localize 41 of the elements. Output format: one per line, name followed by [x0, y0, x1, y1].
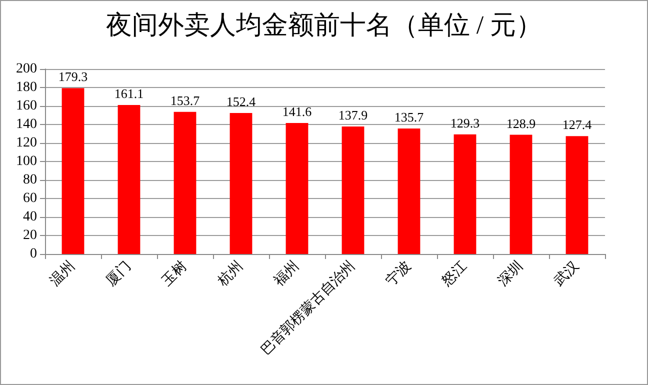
chart-title: 夜间外卖人均金额前十名（单位 / 元）	[106, 10, 542, 40]
x-tick-label: 福州	[271, 258, 302, 290]
bar	[118, 104, 140, 254]
y-tick-label: 60	[23, 191, 37, 206]
x-tick-label: 玉树	[159, 258, 190, 290]
data-label: 153.7	[170, 92, 200, 108]
y-tick-label: 160	[16, 98, 37, 114]
y-tick-label: 120	[16, 136, 37, 150]
data-label: 128.9	[506, 116, 536, 131]
bar	[510, 134, 532, 254]
data-label: 152.4	[226, 94, 256, 110]
x-tick-label: 武汉	[551, 258, 582, 290]
x-tick-label: 厦门	[103, 258, 134, 290]
y-tick-label: 100	[16, 154, 37, 169]
y-tick-label: 20	[23, 228, 37, 243]
x-tick-label: 温州	[47, 258, 78, 290]
data-label: 137.9	[338, 107, 368, 122]
y-tick-label: 200	[16, 62, 37, 76]
y-tick-label: 180	[16, 80, 37, 95]
bar	[62, 88, 84, 254]
bar	[342, 126, 364, 254]
data-label: 129.3	[450, 115, 480, 130]
data-label: 161.1	[114, 86, 144, 101]
data-label: 179.3	[58, 69, 88, 84]
data-label: 127.4	[562, 117, 592, 132]
y-tick-label: 40	[23, 210, 37, 224]
x-tick-label: 深圳	[495, 258, 526, 290]
bar	[286, 123, 308, 254]
y-tick-label: 80	[23, 172, 37, 188]
bar	[230, 113, 252, 254]
x-tick-label: 怒江	[438, 258, 470, 290]
bar	[566, 136, 588, 254]
data-label: 135.7	[394, 109, 424, 124]
bar	[174, 112, 196, 254]
x-tick-label: 杭州	[214, 258, 246, 290]
y-tick-label: 0	[30, 246, 37, 262]
bar	[454, 134, 476, 254]
data-label: 141.6	[282, 104, 312, 120]
x-tick-label: 宁波	[383, 258, 414, 290]
y-tick-label: 140	[16, 117, 37, 132]
bar	[398, 128, 420, 254]
